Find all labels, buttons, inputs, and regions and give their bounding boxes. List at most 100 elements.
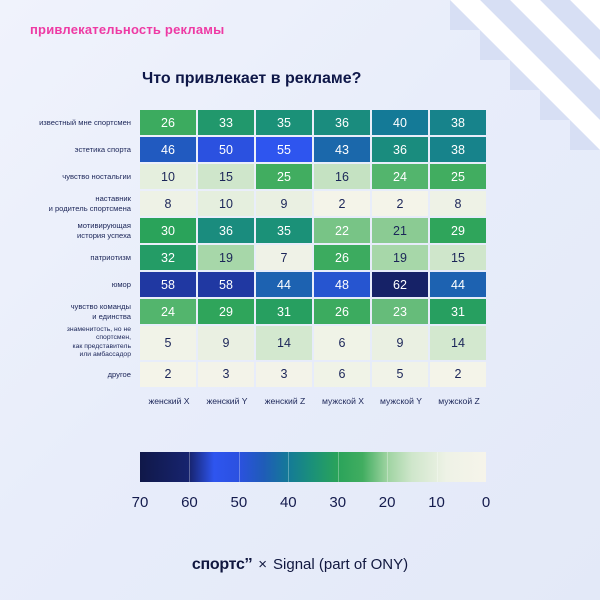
heatmap-cell: 10 (198, 191, 254, 216)
row-label: наставник и родитель спортсмена (48, 194, 131, 213)
heatmap-grid: известный мне спортсмен 26 33 35 36 40 38 эстет… (30, 110, 570, 387)
colorbar-segment-divider (436, 451, 438, 482)
heatmap-cell: 2 (430, 361, 486, 387)
heatmap-row: чувство ностальгии 10 15 25 16 24 25 (30, 164, 570, 189)
footer-brands: спортс’’ × Signal (part of ONY) (0, 556, 600, 574)
column-label: мужской Y (380, 395, 422, 406)
colorbar-segment-divider (238, 451, 240, 482)
heatmap-cell: 36 (198, 218, 254, 243)
heatmap-cell: 44 (256, 272, 312, 297)
page-eyebrow: привлекательность рекламы (30, 22, 225, 37)
colorbar-segment-divider (189, 451, 191, 482)
heatmap-row: юмор 58 58 44 48 62 44 (30, 272, 570, 297)
heatmap-cell: 10 (140, 164, 196, 189)
colorbar-tick-label: 30 (329, 493, 347, 511)
heatmap-cell: 5 (372, 361, 428, 387)
sports-logo: спортс’’ (191, 556, 253, 573)
heatmap-row: эстетика спорта 46 50 55 43 36 38 (30, 137, 570, 162)
row-label: чувство команды и единства (70, 302, 131, 321)
colorbar-tick-label: 70 (131, 493, 149, 511)
heatmap-cell: 2 (140, 361, 196, 387)
heatmap-cell: 38 (430, 110, 486, 135)
heatmap-cell: 24 (140, 299, 196, 324)
heatmap-cell: 32 (140, 245, 196, 270)
heatmap-cell: 36 (314, 110, 370, 135)
heatmap-row: мотивирующая история успеха 30 36 35 22 21 29 (30, 218, 570, 243)
heatmap-cell: 14 (430, 326, 486, 360)
corner-pattern-decoration (450, 0, 600, 150)
heatmap-cell: 15 (430, 245, 486, 270)
heatmap-row: наставник и родитель спортсмена 8 10 9 2 2 8 (30, 191, 570, 216)
heatmap-row: чувство команды и единства 24 29 31 26 23 31 (30, 299, 570, 324)
colorbar-segment-divider (288, 451, 290, 482)
heatmap-cell: 8 (140, 191, 196, 216)
colorbar-tick-label: 10 (428, 493, 445, 511)
heatmap-cell: 19 (198, 245, 254, 270)
heatmap-row: известный мне спортсмен 26 33 35 36 40 38 (30, 110, 570, 135)
heatmap-cell: 16 (314, 164, 370, 189)
colorbar-tick-label: 20 (378, 493, 396, 511)
row-label: эстетика спорта (74, 144, 131, 154)
heatmap-cell: 26 (314, 245, 370, 270)
heatmap-cell: 24 (372, 164, 428, 189)
heatmap-cell: 31 (256, 299, 312, 324)
colorbar-gradient (140, 451, 486, 482)
heatmap-row: патриотизм 32 19 7 26 19 15 (30, 245, 570, 270)
heatmap-cell: 58 (198, 272, 254, 297)
heatmap-cell: 9 (372, 326, 428, 360)
heatmap-cell: 43 (314, 137, 370, 162)
heatmap-cell: 31 (430, 299, 486, 324)
heatmap-cell: 48 (314, 272, 370, 297)
row-label: мотивирующая история успеха (77, 221, 131, 240)
heatmap-cell: 62 (372, 272, 428, 297)
colorbar-segment-divider (387, 451, 389, 482)
heatmap-row: знаменитость, но не спортсмен, как предс… (30, 326, 570, 360)
row-label: знаменитость, но не спортсмен, как предс… (66, 326, 131, 359)
heatmap-cell: 7 (256, 245, 312, 270)
heatmap-cell: 30 (140, 218, 196, 243)
heatmap-cell: 50 (198, 137, 254, 162)
heatmap-cell: 6 (314, 326, 370, 360)
heatmap-cell: 40 (372, 110, 428, 135)
heatmap-cell: 58 (140, 272, 196, 297)
column-label: мужской X (322, 395, 364, 406)
chart-title: Что привлекает в рекламе? (142, 70, 362, 87)
colorbar-legend: 70 60 50 40 30 20 10 0 (132, 451, 491, 514)
heatmap-cell: 3 (256, 361, 312, 387)
heatmap-cell: 2 (314, 191, 370, 216)
heatmap-cell: 33 (198, 110, 254, 135)
colorbar-ticks: 70 60 50 40 30 20 10 0 (132, 493, 491, 514)
row-label: известный мне спортсмен (39, 117, 131, 127)
column-label: женский X (148, 395, 190, 406)
colorbar-segment-divider (337, 451, 339, 482)
heatmap-cell: 46 (140, 137, 196, 162)
column-label: женский Z (264, 395, 306, 406)
heatmap-cell: 9 (256, 191, 312, 216)
heatmap-cell: 14 (256, 326, 312, 360)
heatmap-cell: 21 (372, 218, 428, 243)
heatmap-cell: 2 (372, 191, 428, 216)
colorbar-tick-label: 60 (181, 493, 198, 511)
heatmap-cell: 3 (198, 361, 254, 387)
row-label: патриотизм (90, 252, 131, 262)
heatmap-cell: 44 (430, 272, 486, 297)
heatmap-cell: 23 (372, 299, 428, 324)
heatmap-cell: 36 (372, 137, 428, 162)
heatmap-cell: 25 (430, 164, 486, 189)
row-label: чувство ностальгии (62, 171, 131, 181)
signal-brand: Signal (part of ONY) (273, 556, 409, 573)
row-label: другое (107, 369, 131, 379)
column-label: женский Y (206, 395, 248, 406)
colorbar-tick-label: 0 (481, 493, 491, 511)
heatmap-cell: 8 (430, 191, 486, 216)
heatmap-cell: 9 (198, 326, 254, 360)
heatmap-chart: Что привлекает в рекламе? известный мне … (30, 70, 570, 514)
column-labels: женский X женский Y женский Z мужской X мужс… (140, 396, 570, 406)
heatmap-cell: 29 (198, 299, 254, 324)
heatmap-cell: 6 (314, 361, 370, 387)
heatmap-cell: 55 (256, 137, 312, 162)
heatmap-cell: 35 (256, 110, 312, 135)
heatmap-cell: 35 (256, 218, 312, 243)
row-label: юмор (111, 279, 131, 289)
